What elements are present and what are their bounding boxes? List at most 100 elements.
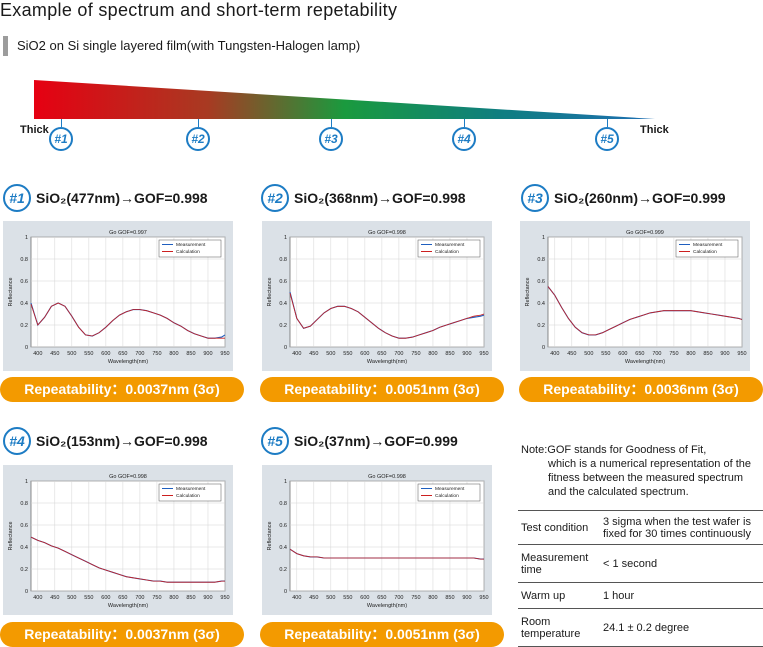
panel-5-chart: 400 450 500 550 600 650 700 750 800 850 900 950 0 0.2… [262, 465, 492, 615]
spec-key: Measurement time [518, 544, 601, 583]
x-tick-label: 800 [428, 595, 437, 601]
spec-table: Test condition 3 sigma when the test waf… [518, 510, 763, 647]
table-row: Test condition 3 sigma when the test waf… [518, 510, 763, 545]
x-tick-label: 750 [152, 351, 161, 357]
x-tick-label: 950 [479, 595, 488, 601]
panel-2-header: #2 SiO₂(368nm)→GOF=0.998 [261, 184, 466, 212]
spec-key: Warm up [518, 582, 601, 609]
y-tick-label: 0.2 [537, 323, 545, 329]
y-tick-label: 0.4 [279, 545, 287, 551]
marker-tick [61, 119, 62, 127]
x-tick-label: 400 [33, 595, 42, 601]
x-tick-label: 700 [394, 351, 403, 357]
x-tick-label: 550 [601, 351, 610, 357]
panel-5-badge: #5 [261, 427, 289, 455]
legend-entry: Calculation [435, 493, 459, 499]
y-tick-label: 0.6 [279, 523, 287, 529]
x-tick-label: 700 [652, 351, 661, 357]
x-axis-label: Wavelength(nm) [108, 603, 148, 609]
x-tick-label: 850 [703, 351, 712, 357]
legend-entry: Calculation [176, 249, 200, 255]
x-tick-label: 900 [462, 351, 471, 357]
thick-label-left: Thick [20, 124, 49, 136]
panel-1-badge: #1 [3, 184, 31, 212]
x-tick-label: 900 [462, 595, 471, 601]
table-row: Room temperature 24.1 ± 0.2 degree [518, 608, 763, 647]
legend-entry: Calculation [435, 249, 459, 255]
legend-entry: Calculation [693, 249, 717, 255]
page-subtitle: SiO2 on Si single layered film(with Tung… [3, 36, 360, 56]
y-tick-label: 0.2 [20, 323, 28, 329]
legend [417, 483, 481, 502]
x-tick-label: 600 [618, 351, 627, 357]
x-tick-label: 700 [135, 351, 144, 357]
y-axis-label: Reflectance [8, 277, 14, 306]
legend-entry: Measurement [435, 486, 465, 492]
legend-entry: Measurement [176, 486, 206, 492]
chart-title: Go GOF=0.998 [368, 230, 406, 236]
panel-3-badge: #3 [521, 184, 549, 212]
legend [158, 239, 222, 258]
x-tick-label: 650 [635, 351, 644, 357]
y-tick-label: 0.8 [279, 501, 287, 507]
y-tick-label: 0 [25, 345, 28, 351]
x-tick-label: 950 [220, 595, 229, 601]
y-tick-label: 0 [284, 589, 287, 595]
x-tick-label: 500 [67, 351, 76, 357]
x-tick-label: 600 [360, 595, 369, 601]
x-tick-label: 550 [343, 595, 352, 601]
panel-4-chart: 400 450 500 550 600 650 700 750 800 850 900 950 0 0.2… [3, 465, 233, 615]
panel-2-title: SiO₂(368nm)→GOF=0.998 [294, 190, 466, 206]
y-tick-label: 0.2 [279, 323, 287, 329]
marker-4: #4 [452, 127, 476, 151]
x-tick-label: 450 [50, 595, 59, 601]
panel-2-chart: 400 450 500 550 600 650 700 750 800 850 900 950 0 0.2… [262, 221, 492, 371]
marker-2: #2 [186, 127, 210, 151]
gof-note-line2: which is a numerical representation of t… [548, 458, 751, 498]
chart-title: Go GOF=0.998 [109, 474, 147, 480]
x-tick-label: 900 [720, 351, 729, 357]
legend [675, 239, 739, 258]
x-tick-label: 450 [567, 351, 576, 357]
y-tick-label: 0.2 [20, 567, 28, 573]
y-tick-label: 0.4 [279, 301, 287, 307]
x-tick-label: 400 [292, 595, 301, 601]
y-tick-label: 0.6 [20, 279, 28, 285]
marker-tick [331, 119, 332, 127]
x-tick-label: 650 [118, 351, 127, 357]
panel-4-badge: #4 [3, 427, 31, 455]
y-tick-label: 0.4 [20, 301, 28, 307]
panel-3-header: #3 SiO₂(260nm)→GOF=0.999 [521, 184, 726, 212]
series-line-calculation [289, 548, 484, 560]
y-tick-label: 0.4 [537, 301, 545, 307]
panel-1-header: #1 SiO₂(477nm)→GOF=0.998 [3, 184, 208, 212]
thickness-gradient: Thick Thick #1 #2 #3 #4 #5 [0, 72, 763, 157]
gof-note-line1: Note:GOF stands for Goodness of Fit, [521, 444, 707, 456]
x-tick-label: 800 [169, 351, 178, 357]
panel-4-title: SiO₂(153nm)→GOF=0.998 [36, 433, 208, 449]
y-tick-label: 0.8 [20, 257, 28, 263]
x-tick-label: 750 [669, 351, 678, 357]
y-tick-label: 1 [25, 479, 28, 485]
y-tick-label: 1 [542, 235, 545, 241]
marker-tick [198, 119, 199, 127]
x-tick-label: 450 [50, 351, 59, 357]
x-axis-label: Wavelength(nm) [625, 359, 665, 365]
y-tick-label: 0.8 [20, 501, 28, 507]
x-tick-label: 450 [309, 351, 318, 357]
panel-3-repeatability: Repeatability：0.0036nm (3σ) [519, 377, 763, 402]
x-tick-label: 850 [186, 595, 195, 601]
panel-5-title: SiO₂(37nm)→GOF=0.999 [294, 433, 458, 449]
legend [158, 483, 222, 502]
panel-1-title: SiO₂(477nm)→GOF=0.998 [36, 190, 208, 206]
x-tick-label: 650 [377, 595, 386, 601]
panel-1-chart: 400 450 500 550 600 650 700 750 800 850 900 950 0 0.2… [3, 221, 233, 371]
x-tick-label: 500 [326, 595, 335, 601]
marker-5: #5 [595, 127, 619, 151]
legend [417, 239, 481, 258]
panel-2-repeatability: Repeatability：0.0051nm (3σ) [260, 377, 504, 402]
x-tick-label: 900 [203, 351, 212, 357]
x-tick-label: 850 [186, 351, 195, 357]
x-tick-label: 600 [101, 351, 110, 357]
x-tick-label: 750 [152, 595, 161, 601]
